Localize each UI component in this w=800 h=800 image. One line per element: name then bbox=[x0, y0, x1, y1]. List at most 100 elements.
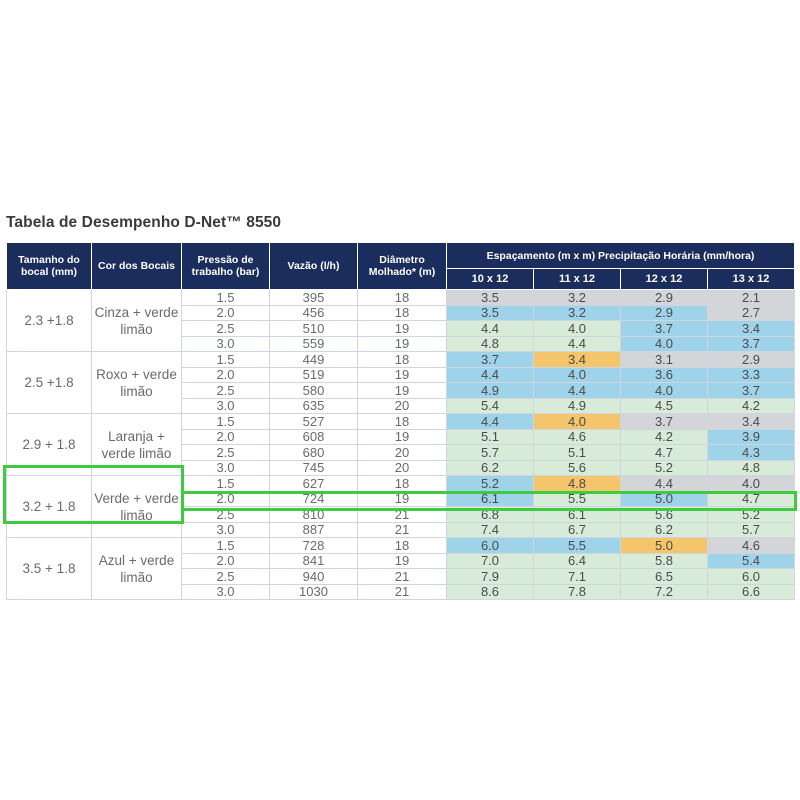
table-row: 3.2 + 1.8 Verde + verde limão 1.5 627 18 5.2 4… bbox=[6, 475, 796, 538]
flow-cell: 456 bbox=[269, 304, 358, 321]
diameter-cell: 20 bbox=[357, 444, 447, 461]
flow-cell: 745 bbox=[269, 459, 358, 476]
diameter-cell: 18 bbox=[357, 475, 447, 492]
pressure-cell: 1.5 bbox=[181, 475, 270, 492]
precipitation-cell: 5.4 bbox=[706, 552, 796, 569]
diameter-cell: 21 bbox=[357, 583, 447, 600]
precipitation-cell: 4.9 bbox=[533, 397, 621, 414]
diameter-cell: 19 bbox=[357, 490, 447, 507]
precipitation-cell: 5.0 bbox=[620, 537, 708, 554]
table-row: 3.0 559 19 4.8 4.4 4.0 3.7 bbox=[7, 335, 796, 352]
precipitation-cell: 4.7 bbox=[706, 490, 796, 507]
precipitation-cell: 6.1 bbox=[533, 506, 621, 523]
pressure-cell: 2.5 bbox=[181, 444, 270, 461]
precipitation-cell: 3.3 bbox=[706, 366, 796, 383]
pressure-cell: 1.5 bbox=[181, 351, 270, 368]
precipitation-cell: 4.4 bbox=[620, 475, 708, 492]
precipitation-cell: 4.6 bbox=[533, 428, 621, 445]
precipitation-cell: 6.0 bbox=[446, 537, 534, 554]
pressure-cell: 2.5 bbox=[181, 320, 270, 337]
precipitation-cell: 7.1 bbox=[533, 568, 621, 585]
precipitation-cell: 4.4 bbox=[533, 382, 621, 399]
precipitation-cell: 3.5 bbox=[446, 289, 534, 306]
precipitation-cell: 4.4 bbox=[446, 320, 534, 337]
precipitation-cell: 4.0 bbox=[533, 413, 621, 430]
precipitation-cell: 5.7 bbox=[446, 444, 534, 461]
precipitation-cell: 6.6 bbox=[706, 583, 796, 600]
precipitation-cell: 5.6 bbox=[533, 459, 621, 476]
nozzle-size-cell: 2.3 +1.8 bbox=[6, 289, 92, 352]
nozzle-color-cell: Azul + verde limão bbox=[91, 537, 182, 600]
precipitation-cell: 5.5 bbox=[533, 490, 621, 507]
flow-cell: 580 bbox=[269, 382, 358, 399]
precipitation-cell: 7.0 bbox=[446, 552, 534, 569]
pressure-cell: 3.0 bbox=[181, 583, 270, 600]
precipitation-cell: 5.8 bbox=[620, 552, 708, 569]
pressure-cell: 2.0 bbox=[181, 552, 270, 569]
diameter-cell: 19 bbox=[357, 428, 447, 445]
diameter-cell: 20 bbox=[357, 459, 447, 476]
precipitation-cell: 4.0 bbox=[706, 475, 796, 492]
precipitation-cell: 7.4 bbox=[446, 521, 534, 538]
precipitation-cell: 4.2 bbox=[706, 397, 796, 414]
diameter-cell: 21 bbox=[357, 506, 447, 523]
precipitation-cell: 2.1 bbox=[706, 289, 796, 306]
table-title: Tabela de Desempenho D-Net™ 8550 bbox=[6, 214, 282, 231]
flow-cell: 635 bbox=[269, 397, 358, 414]
flow-cell: 841 bbox=[269, 552, 358, 569]
header-spacing-group: Espaçamento (m x m) Precipitação Horária… bbox=[445, 242, 796, 269]
flow-cell: 724 bbox=[269, 490, 358, 507]
precipitation-cell: 5.2 bbox=[446, 475, 534, 492]
precipitation-cell: 3.7 bbox=[706, 382, 796, 399]
pressure-cell: 3.0 bbox=[181, 521, 270, 538]
flow-cell: 728 bbox=[269, 537, 358, 554]
precipitation-cell: 2.7 bbox=[706, 304, 796, 321]
header-spacing-12x12: 12 x 12 bbox=[620, 268, 708, 290]
precipitation-cell: 5.0 bbox=[620, 490, 708, 507]
precipitation-cell: 3.9 bbox=[706, 428, 796, 445]
nozzle-size-cell: 2.5 +1.8 bbox=[6, 351, 92, 414]
precipitation-cell: 4.7 bbox=[620, 444, 708, 461]
table-row: 2.0 724 19 6.1 5.5 5.0 4.7 bbox=[7, 490, 796, 507]
flow-cell: 527 bbox=[269, 413, 358, 430]
header-pressure: Pressão de trabalho (bar) bbox=[181, 242, 270, 290]
precipitation-cell: 8.6 bbox=[446, 583, 534, 600]
diameter-cell: 18 bbox=[357, 413, 447, 430]
precipitation-cell: 5.2 bbox=[620, 459, 708, 476]
diameter-cell: 18 bbox=[357, 537, 447, 554]
precipitation-cell: 4.4 bbox=[533, 335, 621, 352]
precipitation-cell: 7.9 bbox=[446, 568, 534, 585]
precipitation-cell: 6.4 bbox=[533, 552, 621, 569]
table-row: 2.5 580 19 4.9 4.4 4.0 3.7 bbox=[7, 382, 796, 399]
precipitation-cell: 3.7 bbox=[620, 320, 708, 337]
precipitation-cell: 6.7 bbox=[533, 521, 621, 538]
precipitation-cell: 6.2 bbox=[620, 521, 708, 538]
pressure-cell: 2.0 bbox=[181, 304, 270, 321]
nozzle-color-cell: Roxo + verde limão bbox=[91, 351, 182, 414]
precipitation-cell: 3.4 bbox=[706, 413, 796, 430]
precipitation-cell: 6.2 bbox=[446, 459, 534, 476]
precipitation-cell: 6.8 bbox=[446, 506, 534, 523]
pressure-cell: 1.5 bbox=[181, 413, 270, 430]
diameter-cell: 18 bbox=[357, 351, 447, 368]
diameter-cell: 19 bbox=[357, 320, 447, 337]
nozzle-size-cell: 2.9 + 1.8 bbox=[6, 413, 92, 476]
nozzle-size-cell: 3.2 + 1.8 bbox=[6, 475, 92, 538]
pressure-cell: 2.5 bbox=[181, 568, 270, 585]
flow-cell: 608 bbox=[269, 428, 358, 445]
precipitation-cell: 7.8 bbox=[533, 583, 621, 600]
precipitation-cell: 2.9 bbox=[620, 289, 708, 306]
precipitation-cell: 3.7 bbox=[706, 335, 796, 352]
precipitation-cell: 2.9 bbox=[620, 304, 708, 321]
flow-cell: 940 bbox=[269, 568, 358, 585]
precipitation-cell: 5.4 bbox=[446, 397, 534, 414]
pressure-cell: 2.0 bbox=[181, 366, 270, 383]
flow-cell: 1030 bbox=[269, 583, 358, 600]
precipitation-cell: 3.2 bbox=[533, 289, 621, 306]
pressure-cell: 3.0 bbox=[181, 397, 270, 414]
precipitation-cell: 4.6 bbox=[706, 537, 796, 554]
precipitation-cell: 3.7 bbox=[446, 351, 534, 368]
performance-table: Tamanho do bocal (mm) Cor dos Bocais Pre… bbox=[6, 242, 796, 600]
flow-cell: 559 bbox=[269, 335, 358, 352]
precipitation-cell: 4.0 bbox=[533, 320, 621, 337]
